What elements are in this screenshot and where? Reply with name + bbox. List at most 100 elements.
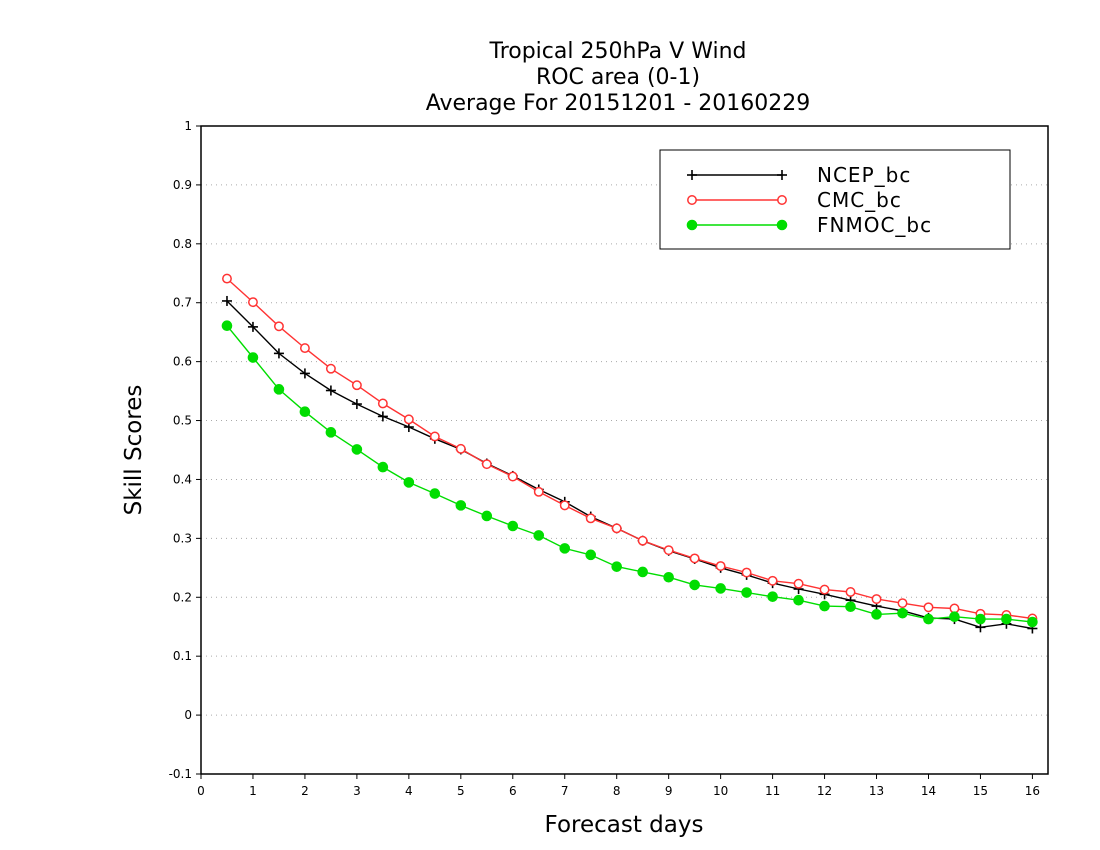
cmc-bc-point — [299, 343, 310, 354]
fnmoc-bc-point — [247, 352, 259, 363]
legend-label: FNMOC_bc — [817, 213, 932, 237]
ncep-bc-point — [247, 321, 258, 332]
legend-marker-start — [687, 170, 697, 180]
y-tick-label: 0.7 — [173, 296, 192, 310]
cmc-bc-line — [226, 278, 1033, 620]
legend-entry-cmc-bc: CMC_bc — [687, 188, 901, 212]
fnmoc-bc-point — [897, 607, 908, 619]
fnmoc-bc-point — [793, 594, 804, 606]
fnmoc-bc-line — [226, 325, 1033, 623]
cmc-bc-point — [715, 561, 726, 572]
legend-entry-fnmoc-bc: FNMOC_bc — [686, 213, 932, 237]
fnmoc-bc-point — [975, 613, 986, 625]
cmc-bc-point — [455, 443, 466, 454]
cmc-bc-point — [637, 535, 648, 546]
series-ncep-bc — [221, 295, 1038, 634]
y-tick-label: 0.9 — [173, 178, 192, 192]
fnmoc-bc-point — [377, 461, 389, 473]
cmc-bc-point — [248, 297, 258, 308]
x-tick-label: 3 — [353, 784, 361, 798]
fnmoc-bc-point — [1001, 613, 1012, 625]
cmc-bc-point — [845, 587, 856, 597]
x-tick-label: 15 — [973, 784, 988, 798]
fnmoc-bc-point — [767, 591, 778, 602]
legend-marker-start — [686, 219, 698, 231]
y-axis-title: Skill Scores — [121, 385, 147, 516]
cmc-bc-point — [533, 486, 544, 497]
ncep-bc-point — [299, 368, 310, 379]
x-tick-label: 11 — [765, 784, 780, 798]
y-tick-label: 0.8 — [173, 237, 192, 251]
x-tick-label: 9 — [665, 784, 673, 798]
title-line-3: Average For 20151201 - 20160229 — [426, 91, 811, 116]
x-tick-label: 1 — [249, 784, 257, 798]
series-fnmoc-bc — [221, 320, 1038, 628]
y-tick-label: 0 — [184, 708, 192, 722]
fnmoc-bc-point — [481, 510, 493, 522]
x-tick-label: 2 — [301, 784, 309, 798]
y-tick-label: 0.2 — [173, 590, 192, 604]
fnmoc-bc-point — [507, 520, 519, 532]
x-tick-label: 14 — [921, 784, 936, 798]
x-tick-label: 6 — [509, 784, 517, 798]
x-tick-label: 13 — [869, 784, 884, 798]
fnmoc-bc-point — [299, 406, 311, 418]
y-tick-label: 0.4 — [173, 472, 192, 486]
x-tick-label: 8 — [613, 784, 621, 798]
x-tick-label: 12 — [817, 784, 832, 798]
chart-title: Tropical 250hPa V Wind ROC area (0-1) Av… — [426, 39, 811, 116]
cmc-bc-point — [222, 273, 232, 284]
data-series — [221, 273, 1038, 634]
fnmoc-bc-point — [273, 384, 285, 395]
fnmoc-bc-point — [325, 427, 337, 438]
x-axis-title: Forecast days — [545, 812, 704, 838]
fnmoc-bc-point — [637, 566, 648, 578]
cmc-bc-point — [897, 598, 908, 609]
fnmoc-bc-point — [689, 579, 700, 591]
fnmoc-bc-point — [715, 583, 726, 594]
cmc-bc-point — [949, 603, 960, 614]
ncep-bc-point — [377, 411, 388, 422]
ncep-bc-point — [221, 295, 232, 306]
cmc-bc-point — [507, 471, 518, 482]
fnmoc-bc-point — [871, 609, 882, 620]
ncep-bc-line — [226, 300, 1033, 630]
fnmoc-bc-point — [403, 477, 415, 488]
series-cmc-bc — [222, 273, 1038, 624]
grid-lines — [201, 184, 1048, 716]
cmc-bc-point — [871, 594, 882, 604]
legend-marker-end — [777, 170, 787, 180]
cmc-bc-point — [325, 363, 336, 374]
y-tick-label: 0.6 — [173, 355, 192, 369]
cmc-bc-point — [429, 431, 440, 442]
cmc-bc-point — [585, 513, 596, 524]
legend-marker-end — [777, 195, 787, 205]
fnmoc-bc-point — [533, 530, 545, 541]
ncep-bc-point — [325, 385, 336, 396]
cmc-bc-point — [559, 500, 570, 511]
fnmoc-bc-point — [611, 561, 623, 572]
y-tick-label: -0.1 — [169, 767, 192, 781]
title-line-2: ROC area (0-1) — [536, 65, 700, 90]
fnmoc-bc-point — [351, 444, 363, 455]
fnmoc-bc-point — [455, 500, 467, 511]
fnmoc-bc-point — [845, 601, 856, 612]
cmc-bc-point — [377, 398, 388, 409]
y-tick-label: 0.3 — [173, 531, 192, 545]
fnmoc-bc-point — [741, 587, 752, 598]
legend-marker-end — [776, 219, 788, 231]
x-tick-label: 10 — [713, 784, 728, 798]
legend-entry-ncep-bc: NCEP_bc — [687, 163, 910, 187]
y-tick-label: 1 — [184, 119, 192, 133]
cmc-bc-point — [351, 380, 362, 391]
plot-frame — [200, 125, 1049, 775]
fnmoc-bc-point — [819, 600, 830, 612]
y-tick-label: 0.5 — [173, 414, 192, 428]
x-tick-label: 16 — [1025, 784, 1040, 798]
x-tick-label: 4 — [405, 784, 413, 798]
fnmoc-bc-point — [1027, 616, 1038, 628]
fnmoc-bc-point — [559, 543, 571, 554]
legend-marker-start — [687, 195, 697, 205]
cmc-bc-point — [923, 602, 934, 613]
